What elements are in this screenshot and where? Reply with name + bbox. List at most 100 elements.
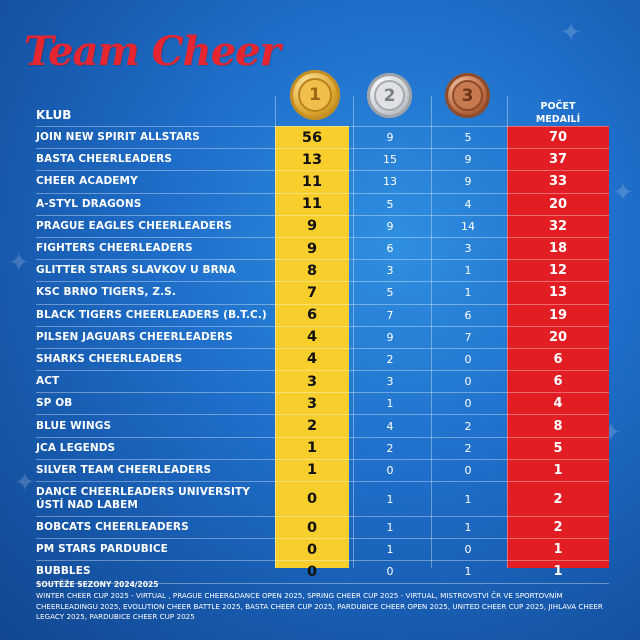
gold-count: 0	[306, 491, 318, 507]
bronze-count: 1	[464, 565, 472, 579]
bronze-count: 0	[464, 543, 472, 557]
table-row: CHEER ACADEMY 11 13 9 33	[36, 170, 609, 192]
club-name: ACT	[36, 375, 60, 388]
gold-count: 8	[306, 262, 318, 279]
gold-count: 4	[306, 351, 318, 368]
club-name: SHARKS CHEERLEADERS	[36, 352, 183, 365]
bronze-count: 7	[464, 330, 472, 344]
club-name: GLITTER STARS SLAVKOV U BRNA	[36, 264, 236, 277]
gold-count: 1	[306, 440, 318, 457]
total-count: 5	[553, 440, 563, 456]
table-row: PM STARS PARDUBICE 0 1 0 1	[36, 538, 609, 560]
silver-count: 15	[383, 153, 397, 167]
club-name: FIGHTERS CHEERLEADERS	[36, 242, 193, 255]
club-name: JCA LEGENDS	[36, 441, 116, 454]
total-count: 2	[553, 520, 563, 536]
total-count: 70	[548, 130, 568, 146]
silver-count: 2	[386, 352, 394, 366]
bronze-count: 6	[464, 308, 472, 322]
table-row: A-STYL DRAGONS 11 5 4 20	[36, 192, 609, 215]
gold-count: 56	[301, 129, 323, 146]
bronze-count: 5	[464, 131, 472, 145]
silver-medal-icon: 2	[367, 73, 412, 118]
silver-count: 1	[386, 397, 394, 411]
gold-count: 3	[306, 373, 318, 390]
bronze-medal-icon: 3	[445, 73, 490, 118]
bronze-count: 1	[464, 286, 472, 300]
total-count: 6	[553, 374, 563, 390]
bronze-count: 3	[464, 242, 472, 256]
table-row: JOIN NEW SPIRIT ALLSTARS 56 9 5 70	[36, 126, 609, 148]
gold-medal-icon: 1	[290, 70, 340, 120]
table-row: BLACK TIGERS CHEERLEADERS (B.T.C.) 6 7 6 19	[36, 303, 609, 326]
silver-count: 0	[386, 565, 394, 579]
gold-count: 0	[306, 541, 318, 558]
total-count: 32	[548, 218, 568, 234]
medal-table: JOIN NEW SPIRIT ALLSTARS 56 9 5 70 BASTA CHEE…	[36, 126, 609, 584]
silver-count: 1	[386, 492, 394, 506]
silver-count: 9	[386, 131, 394, 145]
bronze-count: 9	[464, 175, 472, 189]
footer-title: SOUTĚŽE SEZONY 2024/2025	[36, 580, 159, 589]
bronze-count: 9	[464, 153, 472, 167]
gold-count: 6	[306, 307, 318, 324]
club-name: JOIN NEW SPIRIT ALLSTARS	[36, 131, 200, 144]
bronze-count: 2	[464, 441, 472, 455]
total-count: 20	[548, 196, 568, 212]
silver-count: 9	[386, 330, 394, 344]
gold-count: 3	[306, 395, 318, 412]
gold-count: 11	[301, 196, 323, 213]
table-row: FIGHTERS CHEERLEADERS 9 6 3 18	[36, 236, 609, 259]
sparkle-icon: ✦	[612, 178, 634, 208]
club-name: BASTA CHEERLEADERS	[36, 153, 173, 166]
footer: SOUTĚŽE SEZONY 2024/2025 WINTER CHEER CU…	[36, 580, 606, 623]
table-row: ACT 3 3 0 6	[36, 370, 609, 392]
table-row: SILVER TEAM CHEERLEADERS 1 0 0 1	[36, 458, 609, 481]
total-column-background	[507, 126, 609, 568]
silver-count: 1	[386, 521, 394, 535]
total-count: 6	[553, 351, 563, 367]
header-club: KLUB	[36, 108, 72, 122]
table-row: PILSEN JAGUARS CHEERLEADERS 4 9 7 20	[36, 325, 609, 348]
gold-count: 9	[306, 240, 318, 257]
gold-medal-number: 1	[298, 78, 332, 112]
silver-count: 5	[386, 286, 394, 300]
bronze-medal-number: 3	[452, 80, 483, 111]
total-count: 33	[548, 174, 568, 190]
bronze-count: 0	[464, 352, 472, 366]
silver-count: 0	[386, 463, 394, 477]
total-count: 13	[548, 285, 568, 301]
club-name: A-STYL DRAGONS	[36, 197, 142, 210]
silver-count: 9	[386, 219, 394, 233]
silver-count: 3	[386, 375, 394, 389]
club-name: PM STARS PARDUBICE	[36, 543, 168, 556]
gold-count: 9	[306, 218, 318, 235]
table-row: BUBBLES 0 0 1 1	[36, 560, 609, 584]
bronze-count: 0	[464, 463, 472, 477]
gold-count: 1	[306, 462, 318, 479]
bronze-count: 4	[464, 197, 472, 211]
gold-count: 0	[306, 519, 318, 536]
total-count: 37	[548, 152, 568, 168]
gold-count: 2	[306, 418, 318, 435]
table-row: PRAGUE EAGLES CHEERLEADERS 9 9 14 32	[36, 214, 609, 237]
silver-medal-number: 2	[374, 80, 405, 111]
club-name: CHEER ACADEMY	[36, 175, 138, 188]
silver-count: 1	[386, 543, 394, 557]
club-name: KSC BRNO TIGERS, Z.S.	[36, 286, 176, 299]
gold-count: 7	[306, 284, 318, 301]
table-row: KSC BRNO TIGERS, Z.S. 7 5 1 13	[36, 281, 609, 303]
bronze-count: 1	[464, 264, 472, 278]
total-count: 12	[548, 263, 568, 279]
gold-count: 4	[306, 329, 318, 346]
sparkle-icon: ✦	[14, 468, 36, 498]
club-name: SILVER TEAM CHEERLEADERS	[36, 463, 212, 476]
column-divider	[507, 96, 508, 568]
silver-count: 2	[386, 441, 394, 455]
table-row: SP OB 3 1 0 4	[36, 392, 609, 414]
total-count: 4	[553, 396, 563, 412]
silver-count: 7	[386, 308, 394, 322]
bronze-count: 1	[464, 492, 472, 506]
club-name: PILSEN JAGUARS CHEERLEADERS	[36, 330, 233, 343]
